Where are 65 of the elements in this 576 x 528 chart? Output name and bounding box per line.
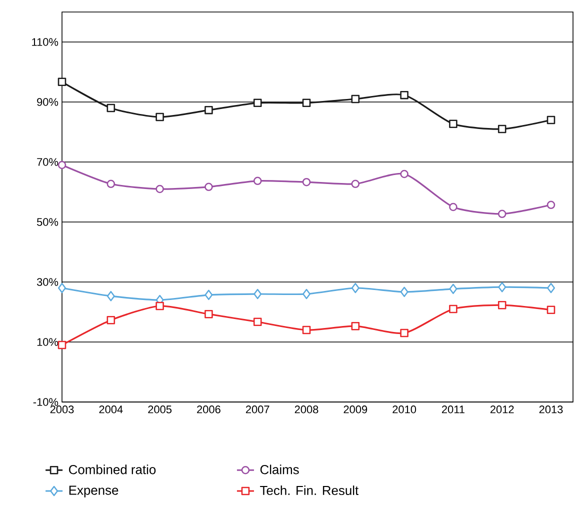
x-tick-label: 2011 <box>442 406 464 414</box>
point <box>302 326 311 334</box>
legend-label: Tech. Fin. Result <box>260 486 359 496</box>
point <box>253 318 262 326</box>
point <box>156 302 164 310</box>
y-tick-label: 30% <box>36 278 58 286</box>
x-tick-label: 2004 <box>99 406 123 414</box>
y-tick-label: 10% <box>37 338 58 346</box>
x-tick-label: 2009 <box>344 406 368 414</box>
point <box>400 328 408 338</box>
legend-label: Claims <box>260 464 299 474</box>
x-tick-label: 2012 <box>490 406 514 414</box>
point <box>351 282 360 294</box>
point <box>498 210 506 218</box>
point <box>106 316 116 324</box>
point <box>400 286 408 298</box>
point <box>302 178 311 186</box>
point <box>302 288 311 300</box>
y-tick-label: 110% <box>32 38 58 46</box>
point <box>302 98 311 108</box>
point <box>498 282 506 292</box>
point <box>449 202 458 212</box>
point <box>106 180 116 188</box>
point <box>58 78 66 86</box>
y-tick-label: 50% <box>36 218 58 226</box>
point <box>253 176 262 186</box>
point <box>449 120 458 128</box>
point <box>498 124 506 134</box>
legend-label: Combined ratio <box>69 464 156 474</box>
point <box>254 288 262 300</box>
point <box>156 112 164 122</box>
legend-label: Expense <box>69 486 118 498</box>
y-tick-label: 70% <box>37 158 58 166</box>
point <box>351 180 360 188</box>
point <box>58 160 66 170</box>
point <box>106 104 116 112</box>
point <box>204 182 213 192</box>
point <box>204 290 213 300</box>
point <box>400 90 408 100</box>
point <box>58 282 66 294</box>
point <box>546 116 556 124</box>
point <box>546 282 556 294</box>
point <box>58 340 66 350</box>
point <box>204 310 213 318</box>
point <box>449 284 458 294</box>
point <box>546 200 556 210</box>
y-tick-label: -10% <box>33 398 58 406</box>
point <box>546 306 556 314</box>
point <box>351 322 360 330</box>
x-tick-label: 2013 <box>539 406 563 414</box>
x-tick-label: 2005 <box>148 406 172 414</box>
point <box>400 170 408 178</box>
y-tick-label: 90% <box>37 98 58 106</box>
point <box>449 304 458 314</box>
point <box>106 290 115 302</box>
point <box>351 94 360 104</box>
point <box>253 98 262 108</box>
x-tick-label: 2008 <box>294 406 318 414</box>
point <box>204 106 213 114</box>
x-tick-label: 2003 <box>50 406 74 414</box>
point <box>498 300 506 310</box>
x-tick-label: 2006 <box>197 406 220 414</box>
x-tick-label: 2007 <box>246 406 270 414</box>
point <box>156 184 164 194</box>
x-tick-label: 2010 <box>392 406 416 414</box>
